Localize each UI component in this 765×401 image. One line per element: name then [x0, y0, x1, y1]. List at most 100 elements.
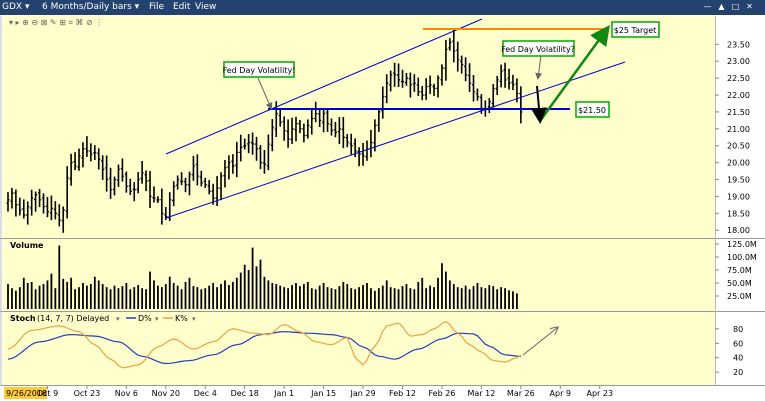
price-bar: [81, 142, 85, 168]
date-label: Jan 29: [350, 389, 376, 398]
date-label: Nov 6: [115, 389, 138, 398]
date-labels: Oct 9 Oct 23 Nov 6 Nov 20 Dec 4 Dec 18 Jan 1 Ja…: [37, 386, 613, 398]
date-axis: [0, 386, 765, 401]
price-bar: [408, 72, 412, 98]
price-bar: [314, 101, 318, 123]
price-toolbar-icons[interactable]: ▾ ▸ ⊕ ⊖ ⊠ ✎ ⊞ ⌗ ⌘ ⊘ ⋮: [9, 18, 103, 27]
price-y-tick-label: 21.00: [727, 125, 750, 134]
price-bar: [53, 201, 57, 220]
price-y-tick-label: 19.00: [727, 192, 750, 201]
stoch-panel: [3, 312, 715, 385]
price-bar: [495, 75, 499, 96]
close-icon[interactable]: ✕: [746, 2, 753, 11]
lower-channel-line: [165, 61, 626, 219]
menu-edit[interactable]: Edit: [173, 2, 191, 12]
fed2-pointer-arrow: [535, 54, 543, 80]
price-bar: [73, 152, 77, 171]
price-bar: [393, 62, 397, 87]
price-bar: [93, 145, 97, 160]
price-bar: [278, 108, 282, 127]
price-bar: [471, 75, 476, 102]
date-label: Apr 23: [586, 389, 613, 398]
period-label: 6 Months/Daily bars: [42, 2, 132, 12]
price-y-tick-label: 20.50: [727, 142, 750, 151]
fed1-pointer-arrow: [257, 77, 273, 110]
price-toolbar[interactable]: ▾ ▸ ⊕ ⊖ ⊠ ✎ ⊞ ⌗ ⌘ ⊘ ⋮: [9, 18, 103, 27]
stoch-params-caret[interactable]: ▾: [116, 315, 120, 323]
pin-icon[interactable]: ▲: [718, 2, 725, 11]
price-bar: [294, 116, 298, 142]
price-bar: [318, 109, 322, 128]
price-bar: [207, 180, 211, 195]
price-bar: [112, 176, 117, 196]
price-bar: [250, 132, 255, 155]
price-bar: [428, 75, 432, 94]
price-bar: [266, 134, 270, 171]
price-bar: [219, 172, 223, 201]
volume-y-tick-label: 125.0M: [727, 240, 757, 249]
d-legend-caret[interactable]: ▾: [155, 315, 159, 323]
price-bar: [61, 206, 65, 233]
price-y-tick-label: 18.50: [727, 209, 750, 218]
price-bar: [381, 86, 385, 119]
price-bar: [329, 118, 334, 136]
price-bar: [195, 154, 199, 186]
restore-icon[interactable]: □: [731, 2, 740, 11]
price-bar: [432, 83, 436, 96]
price-bar: [345, 134, 349, 148]
stoch-y-tick-label: 60: [733, 339, 743, 348]
price-bar: [152, 186, 156, 203]
minimize-icon[interactable]: —: [703, 2, 712, 11]
symbol-dropdown[interactable]: GDX ▾: [2, 2, 30, 12]
price-bar: [464, 57, 468, 82]
price-bar: [108, 167, 113, 199]
price-bar: [45, 196, 50, 218]
price-bar: [270, 119, 274, 152]
price-bar: [475, 88, 480, 101]
date-label: Jan 15: [310, 389, 336, 398]
menu-view[interactable]: View: [195, 2, 217, 12]
price-bar: [412, 74, 416, 92]
price-bar: [176, 175, 180, 190]
price-bar: [239, 134, 243, 162]
price-bar: [436, 75, 440, 98]
volume-y-tick-label: 100.0M: [727, 253, 757, 262]
price-bar: [128, 178, 132, 195]
price-bar: [487, 98, 491, 114]
price-bar: [349, 133, 353, 155]
price-bar: [306, 119, 310, 139]
price-bar: [148, 171, 152, 208]
price-bar: [37, 188, 42, 208]
period-dropdown[interactable]: 6 Months/Daily bars ▾: [42, 2, 140, 12]
stoch-y-tick-label: 20: [733, 368, 743, 377]
price-bar: [361, 142, 365, 166]
price-bar: [519, 86, 523, 124]
price-bar: [511, 74, 515, 91]
date-label: Feb 12: [389, 389, 416, 398]
date-label: Mar 26: [507, 389, 535, 398]
price-bar: [467, 63, 472, 92]
price-bar: [286, 119, 290, 148]
price-bars: [6, 28, 523, 233]
price-bar: [140, 160, 144, 184]
stoch-y-tick-label: 80: [733, 325, 743, 334]
volume-bars: [7, 245, 518, 309]
price-bar: [132, 182, 136, 202]
date-label: Jan 1: [273, 389, 294, 398]
k-legend-caret[interactable]: ▾: [192, 315, 196, 323]
price-bar: [282, 116, 286, 141]
menu-file[interactable]: File: [149, 2, 165, 12]
price-bar: [34, 191, 38, 212]
up-target-arrow: [538, 24, 610, 122]
price-y-tick-label: 23.00: [727, 57, 750, 66]
price-bar: [337, 117, 341, 145]
price-bar: [124, 171, 128, 193]
k-legend-label: K%: [175, 314, 188, 323]
down-arrow: [530, 85, 547, 124]
price-bar: [10, 187, 14, 209]
price-bar: [164, 207, 168, 220]
price-bar: [231, 154, 235, 174]
price-bar: [456, 41, 460, 72]
price-bar: [65, 166, 69, 219]
